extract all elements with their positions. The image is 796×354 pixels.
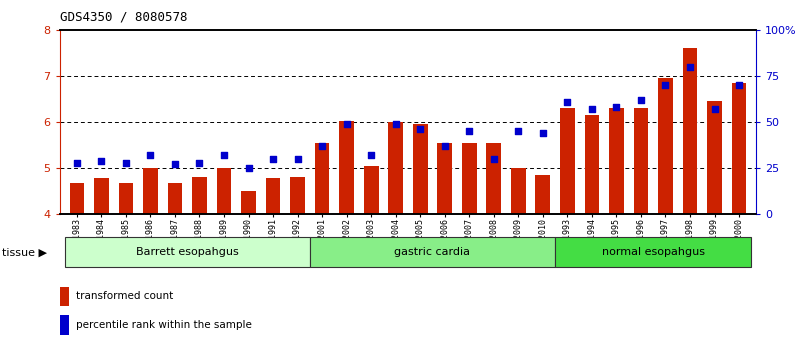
Point (193, 160, 206, 165)
Bar (536, 175, 550, 214)
Point (95, 158, 107, 164)
Text: transformed count: transformed count (76, 291, 173, 302)
Bar (217, 168, 232, 214)
Point (659, 82, 672, 88)
Bar (584, 115, 599, 214)
Bar (94, 178, 109, 214)
Bar (291, 177, 305, 214)
Text: gastric cardia: gastric cardia (395, 247, 470, 257)
Bar (192, 177, 207, 214)
Point (512, 129, 525, 134)
Point (119, 160, 132, 165)
Bar (560, 108, 575, 214)
Point (610, 104, 622, 110)
Point (561, 99, 574, 105)
Bar (364, 166, 379, 214)
Point (267, 156, 279, 162)
Text: GDS4350 / 8080578: GDS4350 / 8080578 (60, 11, 187, 24)
Point (365, 153, 377, 158)
Bar (388, 122, 403, 214)
Bar (143, 168, 158, 214)
Bar (266, 178, 280, 214)
Bar (413, 124, 427, 214)
Point (291, 156, 304, 162)
Text: normal esopahgus: normal esopahgus (602, 247, 704, 257)
FancyBboxPatch shape (555, 237, 751, 267)
Text: tissue ▶: tissue ▶ (2, 247, 48, 257)
Point (340, 121, 353, 127)
FancyBboxPatch shape (310, 237, 555, 267)
Point (684, 64, 696, 70)
Point (463, 129, 476, 134)
Point (439, 143, 451, 149)
Bar (314, 143, 330, 214)
Bar (437, 143, 452, 214)
Bar (69, 183, 84, 214)
Point (586, 107, 599, 112)
Bar (119, 183, 133, 214)
FancyBboxPatch shape (64, 237, 310, 267)
Bar (634, 108, 648, 214)
Point (414, 127, 427, 132)
Bar (339, 121, 354, 214)
Point (389, 121, 402, 127)
Bar (462, 143, 477, 214)
Bar (707, 101, 722, 214)
Point (316, 143, 329, 149)
Point (71, 160, 84, 165)
Point (242, 165, 255, 171)
Text: Barrett esopahgus: Barrett esopahgus (136, 247, 239, 257)
Bar (486, 143, 501, 214)
Point (634, 97, 647, 103)
Bar (658, 78, 673, 214)
Point (144, 153, 157, 158)
Bar (609, 108, 624, 214)
Point (487, 156, 500, 162)
Bar (511, 168, 525, 214)
Bar (732, 83, 747, 214)
Bar (683, 48, 697, 214)
Point (732, 82, 745, 88)
Text: percentile rank within the sample: percentile rank within the sample (76, 320, 252, 330)
Point (537, 130, 549, 136)
Point (169, 162, 181, 167)
Point (708, 107, 721, 112)
Bar (168, 183, 182, 214)
Bar (241, 191, 256, 214)
Point (217, 153, 230, 158)
